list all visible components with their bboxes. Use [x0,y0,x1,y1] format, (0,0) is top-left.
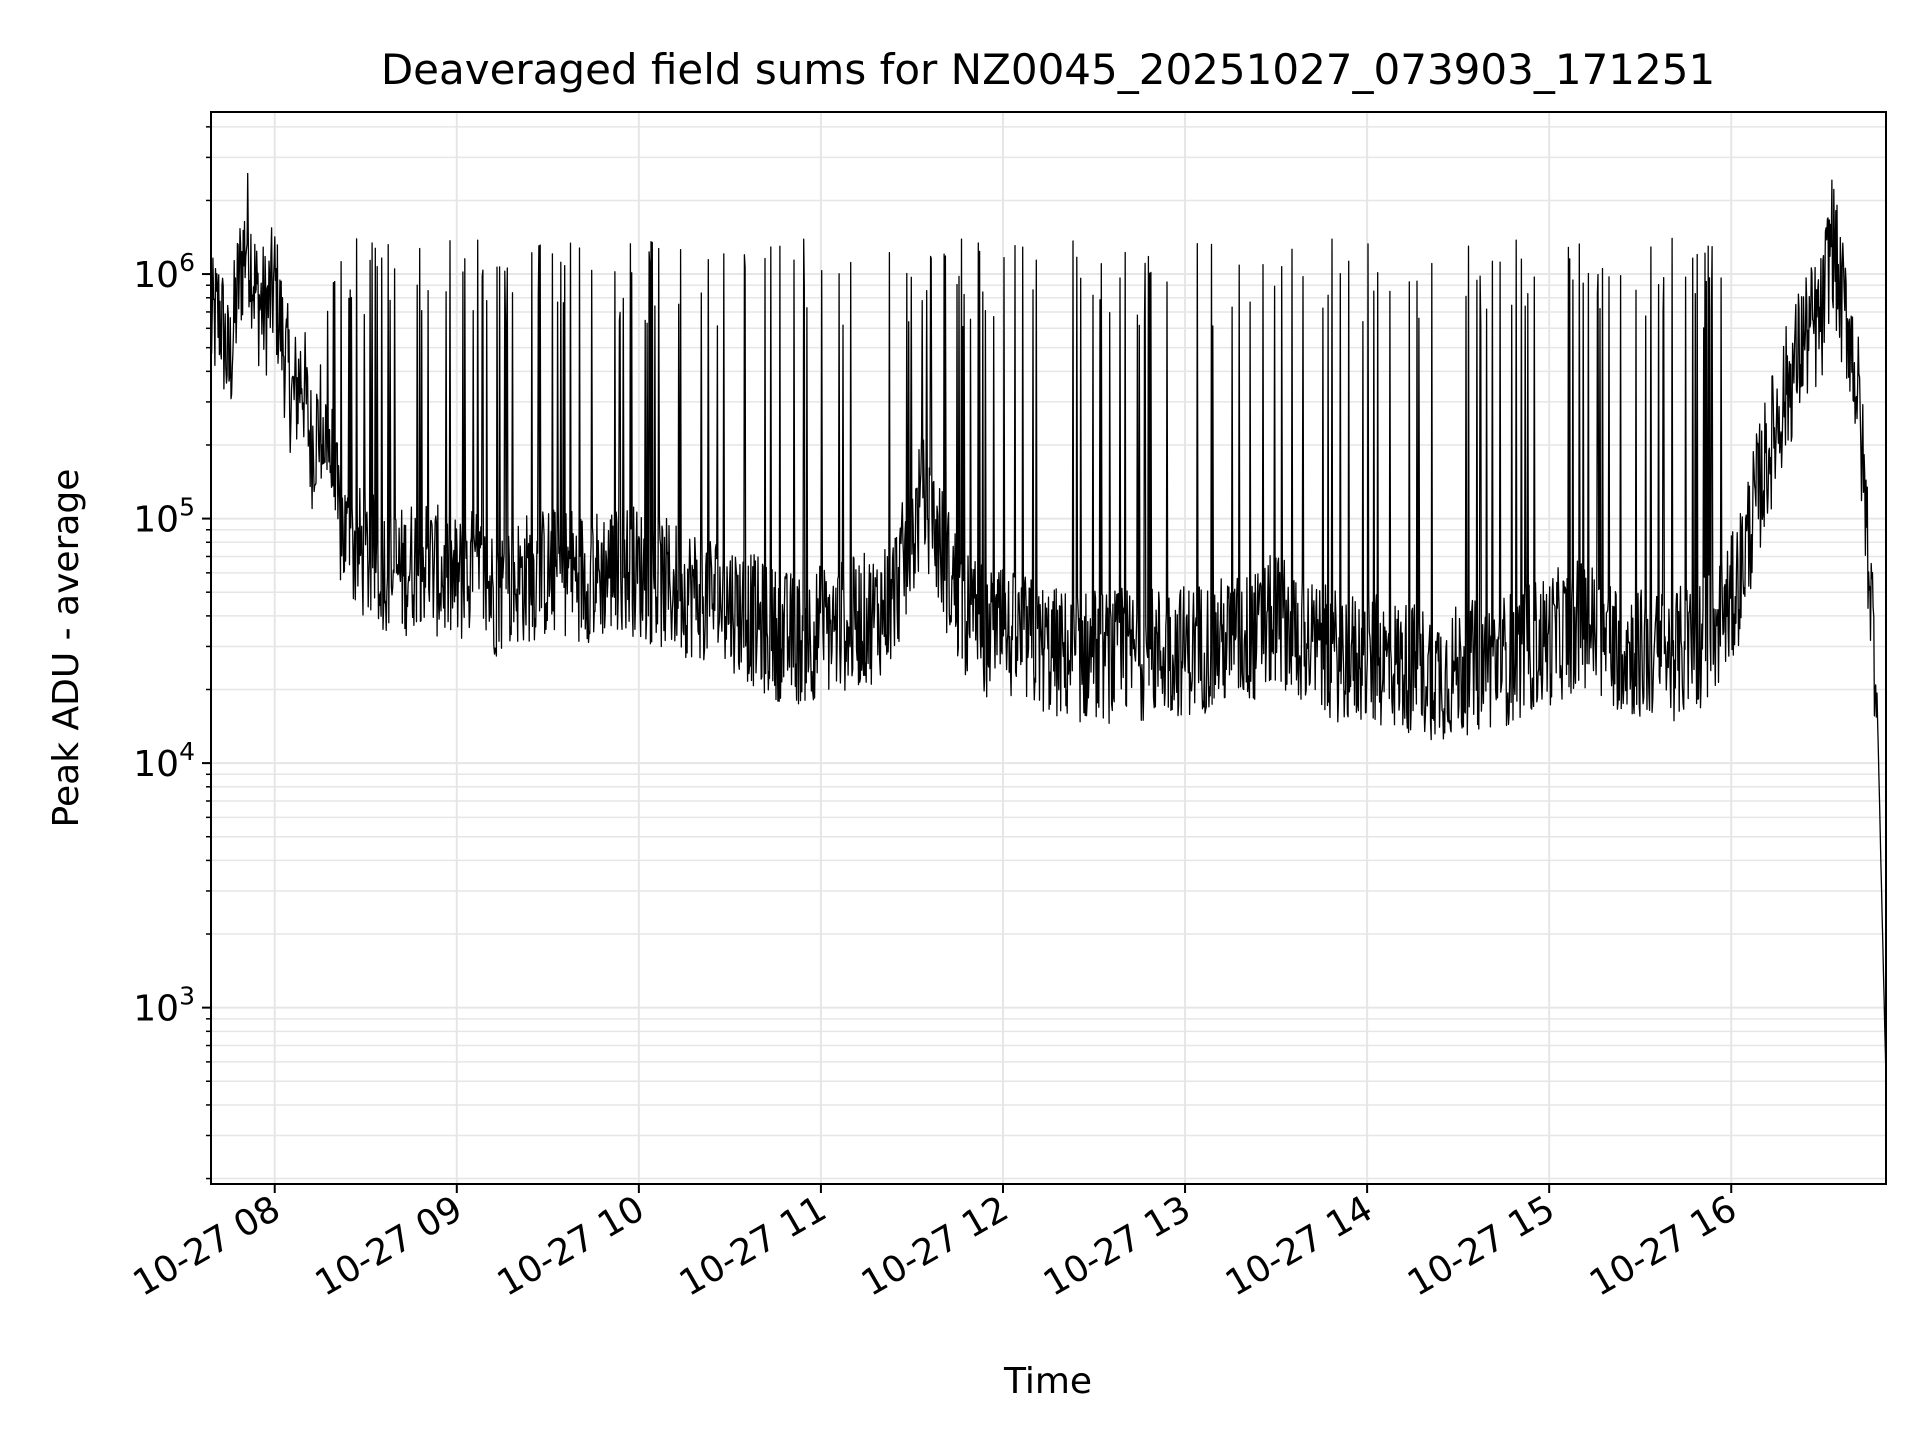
y-tick-label-base: 10 [133,500,179,541]
chart-title: Deaveraged field sums for NZ0045_2025102… [381,45,1715,94]
y-axis-label: Peak ADU - average [46,469,87,828]
series-line [210,172,1887,1082]
y-tick-label: 104 [133,737,195,785]
y-tick-label-exponent: 5 [179,493,195,522]
series-layer [210,172,1887,1082]
x-axis-label: Time [1003,1361,1092,1402]
plot-frame [210,111,1887,1185]
y-tick-label-exponent: 6 [179,248,195,277]
y-tick-label-exponent: 4 [179,737,195,766]
y-tick-label: 103 [133,982,195,1030]
y-tick-label-exponent: 3 [179,982,195,1011]
y-tick-label: 105 [133,493,195,541]
y-tick-label: 106 [133,248,195,296]
y-tick-label-base: 10 [133,255,179,296]
y-tick-label-base: 10 [133,989,179,1030]
y-tick-label-base: 10 [133,744,179,785]
grid-layer [211,112,1886,1184]
